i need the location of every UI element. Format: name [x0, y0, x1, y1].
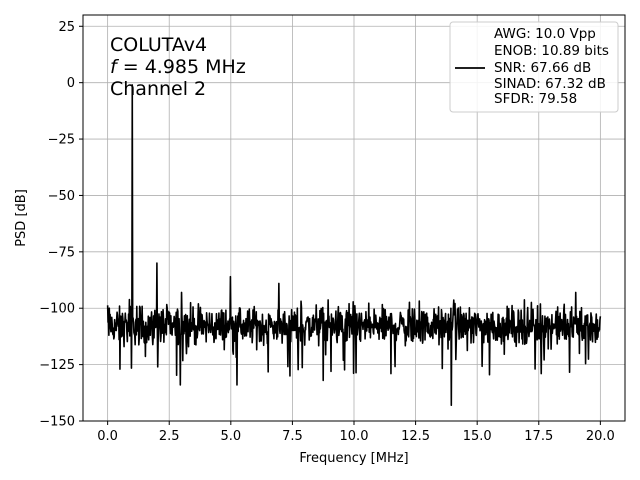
- annotation-line-2: f = 4.985 MHz: [110, 56, 246, 78]
- psd-line: [106, 84, 602, 407]
- annotation-line-3: Channel 2: [110, 78, 206, 100]
- y-tick-label: 0: [67, 76, 75, 91]
- y-tick-label: −150: [39, 415, 75, 430]
- y-tick-label: −125: [39, 358, 75, 373]
- x-tick-label: 10.0: [340, 429, 369, 444]
- legend-line-sinad: SINAD: 67.32 dB: [494, 76, 606, 92]
- legend-box: [449, 21, 619, 113]
- legend-line-enob: ENOB: 10.89 bits: [494, 43, 609, 59]
- y-tick-label: −100: [39, 302, 75, 317]
- x-axis-ticks: 0.0 2.5 5.0 7.5 10.0 12.5 15.0 17.5 20.0: [97, 421, 615, 444]
- chart-annotation: COLUTAv4 f = 4.985 MHz Channel 2: [110, 34, 246, 100]
- y-tick-label: −50: [48, 189, 75, 204]
- x-tick-label: 7.5: [282, 429, 303, 444]
- x-tick-label: 5.0: [220, 429, 241, 444]
- y-tick-label: 25: [58, 20, 75, 35]
- x-tick-label: 17.5: [524, 429, 553, 444]
- x-tick-label: 20.0: [586, 429, 615, 444]
- x-tick-label: 2.5: [159, 429, 180, 444]
- y-axis-label: PSD [dB]: [14, 189, 29, 247]
- x-tick-label: 15.0: [463, 429, 492, 444]
- annotation-frequency-value: = 4.985 MHz: [117, 56, 246, 78]
- x-tick-label: 0.0: [97, 429, 118, 444]
- annotation-frequency-symbol: f: [110, 56, 120, 78]
- legend-line-snr: SNR: 67.66 dB: [494, 60, 591, 76]
- legend-line-sfdr: SFDR: 79.58: [494, 91, 577, 107]
- psd-series: [106, 84, 602, 407]
- legend: AWG: 10.0 Vpp ENOB: 10.89 bits SNR: 67.6…: [449, 21, 619, 113]
- legend-line-awg: AWG: 10.0 Vpp: [494, 26, 596, 42]
- y-axis-ticks: 25 0 −25 −50 −75 −100 −125 −150: [39, 20, 83, 430]
- y-tick-label: −25: [48, 133, 75, 148]
- y-tick-label: −75: [48, 245, 75, 260]
- annotation-line-1: COLUTAv4: [110, 34, 207, 56]
- x-tick-label: 12.5: [401, 429, 430, 444]
- x-axis-label: Frequency [MHz]: [299, 451, 408, 466]
